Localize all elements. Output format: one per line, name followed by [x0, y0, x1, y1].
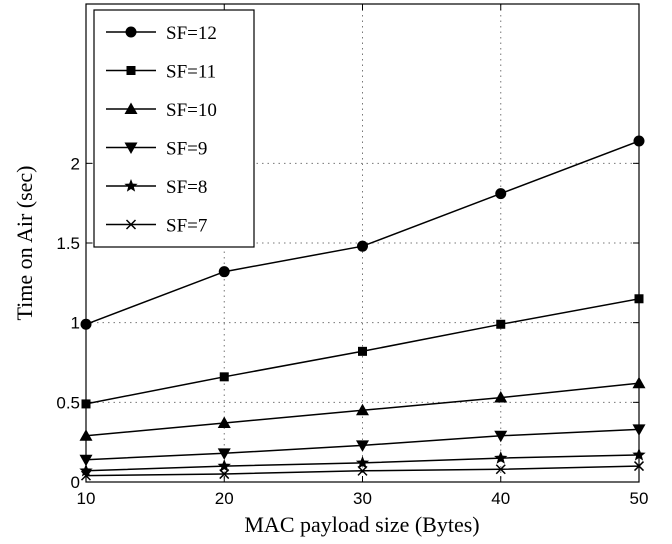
legend-label: SF=11 — [166, 62, 216, 83]
x-tick-label: 50 — [630, 489, 649, 508]
y-axis-title: Time on Air (sec) — [12, 165, 37, 320]
y-tick-label: 0 — [71, 473, 80, 492]
legend-label: SF=8 — [166, 177, 207, 198]
series-sf-10 — [80, 377, 646, 441]
y-tick-label: 1 — [71, 314, 80, 333]
y-tick-label: 1.5 — [56, 234, 80, 253]
legend-label: SF=12 — [166, 23, 217, 44]
legend-marker — [127, 66, 136, 75]
legend-label: SF=7 — [166, 216, 207, 237]
x-axis-title: MAC payload size (Bytes) — [244, 512, 479, 537]
data-point — [357, 241, 368, 252]
data-point — [220, 372, 229, 381]
x-tick-label: 40 — [491, 489, 510, 508]
legend-label: SF=10 — [166, 100, 217, 121]
legend: SF=12 SF=11 SF=10 SF=9 SF=8 SF=7 — [94, 10, 254, 247]
x-tick-label: 30 — [353, 489, 372, 508]
x-tick-label: 20 — [215, 489, 234, 508]
data-point — [495, 188, 506, 199]
y-tick-label: 2 — [71, 154, 80, 173]
legend-marker — [126, 27, 137, 38]
data-point — [358, 347, 367, 356]
data-point — [496, 320, 505, 329]
legend-label: SF=9 — [166, 139, 207, 160]
data-point — [219, 266, 230, 277]
y-tick-label: 0.5 — [56, 393, 80, 412]
legend-box — [94, 10, 254, 247]
